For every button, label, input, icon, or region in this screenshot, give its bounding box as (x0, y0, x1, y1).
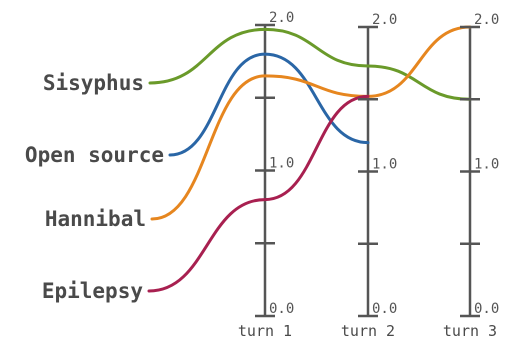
tick-label: 0.0 (372, 301, 397, 317)
series-line-hannibal (150, 25, 472, 221)
series-label-epilepsy: Epilepsy (42, 279, 144, 303)
tick-label: 2.0 (372, 12, 397, 28)
tick-label: 1.0 (474, 157, 499, 173)
tick-label: 0.0 (474, 301, 499, 317)
series-line-sisyphus (148, 27, 472, 101)
tick-label: 2.0 (269, 10, 294, 26)
tick-label: 1.0 (372, 157, 397, 173)
tick-label: 2.0 (474, 12, 499, 28)
series-label-sisyphus: Sisyphus (43, 71, 144, 95)
series-line-epilepsy (147, 94, 370, 293)
tick-label: 0.0 (269, 301, 294, 317)
axis-label-turn-3: turn 3 (443, 322, 497, 340)
series-label-open-source: Open source (25, 143, 164, 167)
axis-label-turn-1: turn 1 (238, 322, 292, 340)
series-label-hannibal: Hannibal (45, 207, 146, 231)
tick-label: 1.0 (269, 156, 294, 172)
series-line-open-source (168, 52, 370, 157)
axis-label-turn-2: turn 2 (341, 322, 395, 340)
